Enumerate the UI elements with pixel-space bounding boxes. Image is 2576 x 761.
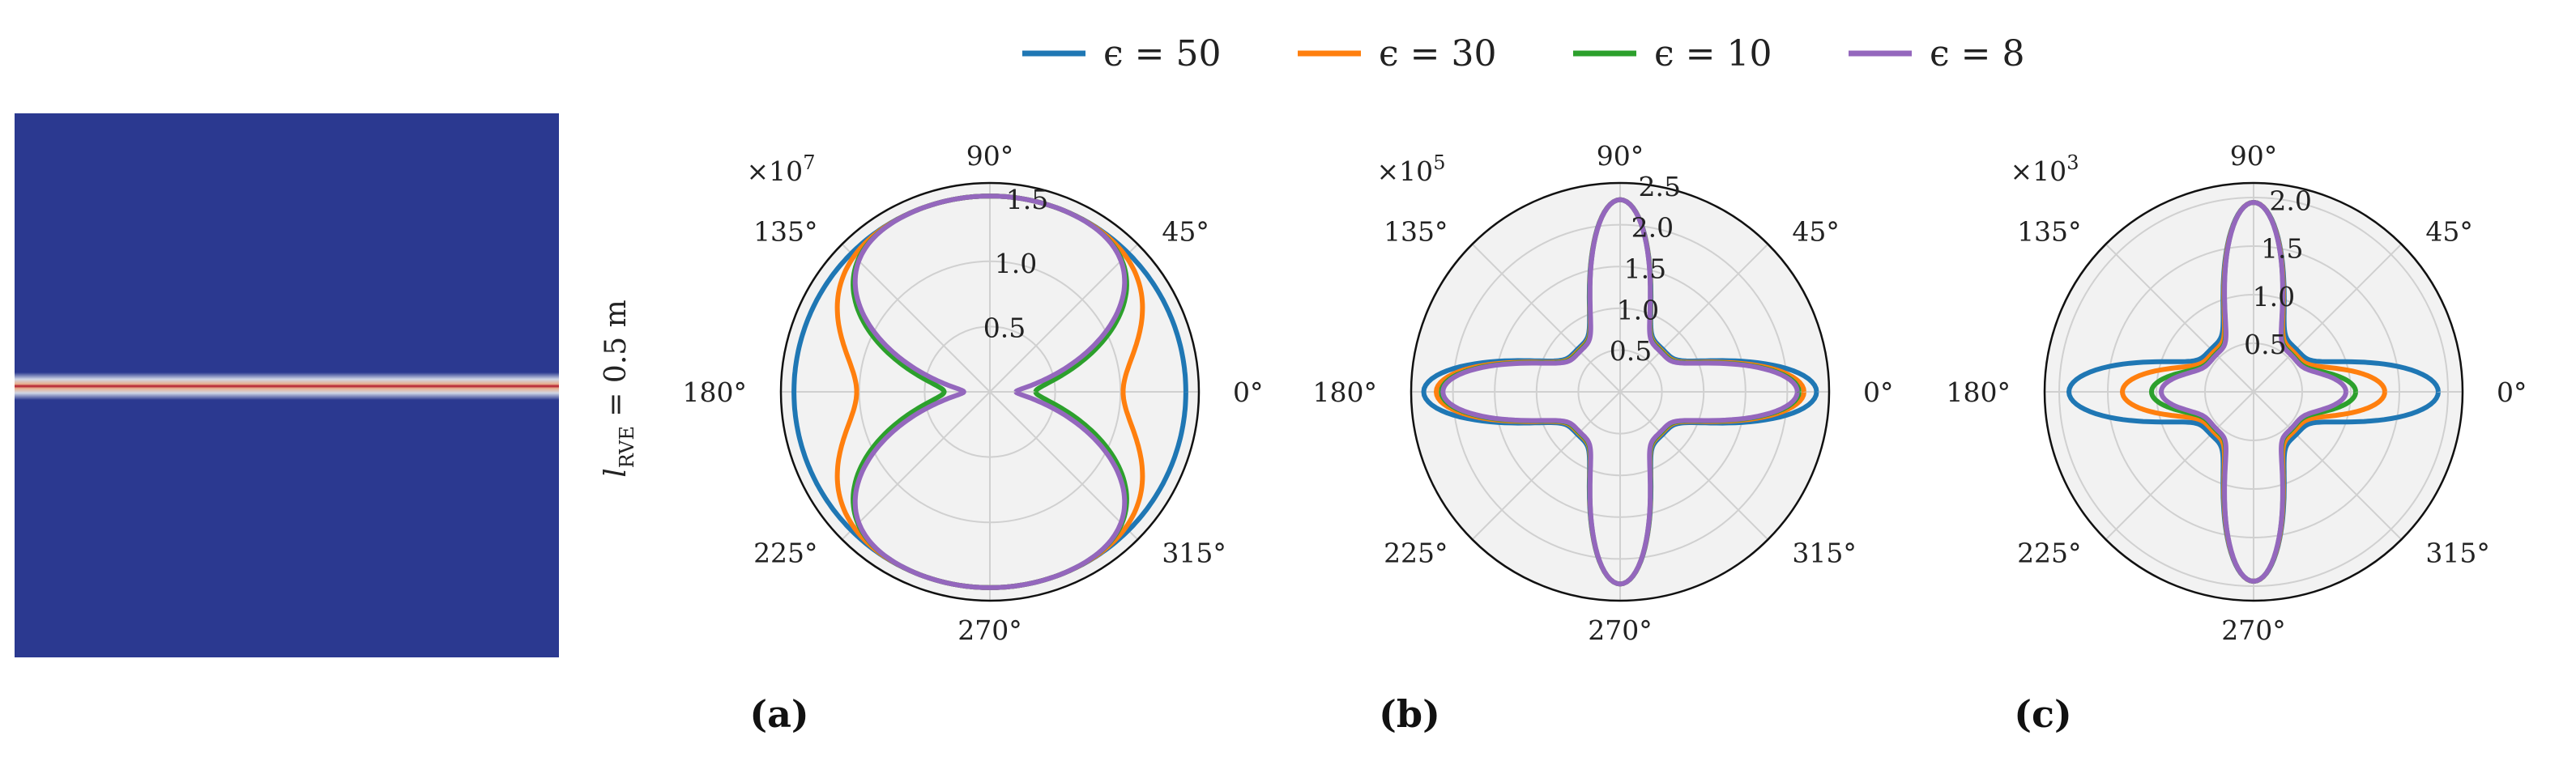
scale-factor-label: ×105	[1377, 151, 1446, 187]
angle-tick-label: 315°	[1162, 537, 1226, 568]
angle-tick-label: 90°	[2230, 140, 2278, 172]
legend-label: ϵ = 10	[1654, 33, 1772, 74]
angular-gridline	[1471, 391, 1621, 541]
angular-gridline	[989, 391, 1139, 541]
series-line-8	[852, 193, 1128, 590]
legend-label: ϵ = 8	[1930, 33, 2024, 74]
angle-tick-label: 180°	[1947, 376, 2011, 408]
angle-tick-label: 0°	[2497, 376, 2527, 408]
radial-tick-label: 1.5	[1006, 184, 1048, 215]
angular-gridline	[989, 243, 1139, 393]
angle-tick-label: 45°	[1162, 216, 1209, 248]
angle-tick-label: 45°	[1792, 216, 1840, 248]
polar-panel-c: 0.5 1.0 1.5 2.0 0° 45° 90° 135° 180° 225° 270° 315°…	[1947, 140, 2527, 736]
angle-tick-label: 90°	[1597, 140, 1644, 172]
angular-gridline	[1619, 391, 1769, 541]
panel-label: (b)	[1379, 692, 1440, 736]
angle-tick-label: 225°	[1384, 537, 1448, 568]
angular-gridline	[841, 391, 991, 541]
angle-tick-label: 270°	[1588, 614, 1653, 646]
polar-panel-b: 0.5 1.0 1.5 2.0 2.5 0° 45° 90° 135° 180° 225° 270° 3…	[1313, 140, 1894, 736]
panel-label: (a)	[749, 692, 808, 736]
angular-gridline	[841, 243, 991, 393]
series-line-8	[2159, 200, 2348, 584]
scale-factor-label: ×103	[2011, 151, 2079, 187]
radial-tick-label: 1.0	[1617, 294, 1659, 325]
crack-band	[15, 372, 559, 400]
radial-tick-label: 2.5	[1639, 171, 1681, 202]
radial-tick-label: 1.5	[1624, 253, 1666, 285]
scale-factor-label: ×107	[747, 151, 816, 187]
radial-tick-label: 1.0	[995, 248, 1037, 279]
polar-frame	[2043, 181, 2464, 602]
radial-tick-label: 0.5	[1610, 335, 1652, 367]
angle-tick-label: 180°	[1313, 376, 1378, 408]
angle-tick-label: 0°	[1863, 376, 1894, 408]
legend-label: ϵ = 30	[1379, 33, 1496, 74]
angle-tick-label: 180°	[683, 376, 748, 408]
angle-tick-label: 135°	[753, 216, 818, 248]
angular-gridline	[2253, 391, 2403, 541]
angular-gridline	[1471, 243, 1621, 393]
angle-tick-label: 315°	[2425, 537, 2490, 568]
rve-size-label: lRVE = 0.5 m	[599, 300, 638, 477]
series-line-50	[2066, 200, 2441, 584]
angle-tick-label: 225°	[2017, 537, 2082, 568]
radial-tick-label: 2.0	[1631, 212, 1674, 244]
angular-gridline	[2105, 243, 2254, 393]
angle-tick-label: 45°	[2425, 216, 2473, 248]
legend: ϵ = 50 ϵ = 30 ϵ = 10 ϵ = 8	[1022, 33, 2024, 74]
polar-panel-a: 0.5 1.0 1.5 0° 45° 90° 135° 180° 225° 270° 315° ×10…	[683, 140, 1264, 736]
polar-frame	[779, 181, 1201, 602]
angle-tick-label: 225°	[753, 537, 818, 568]
panel-label: (c)	[2014, 692, 2072, 736]
angle-tick-label: 270°	[2221, 614, 2286, 646]
polar-frame	[1410, 181, 1831, 602]
legend-label: ϵ = 50	[1103, 33, 1221, 74]
angle-tick-label: 135°	[2017, 216, 2082, 248]
angle-tick-label: 315°	[1792, 537, 1857, 568]
angle-tick-label: 270°	[957, 614, 1022, 646]
radial-tick-label: 1.5	[2261, 233, 2303, 265]
angular-gridline	[2105, 391, 2254, 541]
angular-gridline	[1619, 243, 1769, 393]
radial-tick-label: 2.0	[2269, 185, 2311, 217]
angle-tick-label: 135°	[1384, 216, 1448, 248]
angle-tick-label: 0°	[1233, 376, 1264, 408]
radial-tick-label: 1.0	[2253, 281, 2295, 312]
series-line-8	[1440, 197, 1800, 587]
radial-tick-label: 0.5	[2244, 329, 2286, 360]
radial-tick-label: 0.5	[983, 312, 1026, 344]
angle-tick-label: 90°	[966, 140, 1014, 172]
damage-field-image	[15, 113, 559, 657]
angular-gridline	[2253, 243, 2403, 393]
